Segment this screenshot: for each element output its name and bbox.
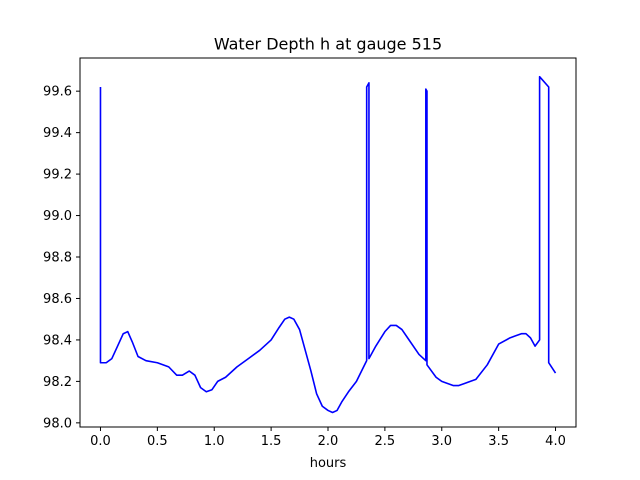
y-tick-label: 98.6 bbox=[43, 292, 72, 307]
y-axis: 98.0 98.2 98.4 98.6 98.8 99.0 99.2 99.4 99.6 bbox=[43, 85, 80, 431]
y-tick-label: 98.4 bbox=[43, 333, 72, 348]
x-tick-label: 4.0 bbox=[545, 434, 566, 449]
y-tick-label: 99.0 bbox=[43, 209, 72, 224]
x-axis-label: hours bbox=[310, 456, 347, 471]
x-tick-label: 3.0 bbox=[431, 434, 452, 449]
y-tick-label: 99.4 bbox=[43, 126, 72, 141]
x-axis: 0.0 0.5 1.0 1.5 2.0 2.5 3.0 3.5 4.0 bbox=[90, 427, 566, 449]
x-tick-label: 0.5 bbox=[147, 434, 168, 449]
y-tick-label: 98.0 bbox=[43, 416, 72, 431]
x-tick-label: 1.5 bbox=[261, 434, 282, 449]
x-tick-label: 2.5 bbox=[375, 434, 396, 449]
x-tick-label: 3.5 bbox=[488, 434, 509, 449]
x-tick-label: 2.0 bbox=[318, 434, 339, 449]
y-tick-label: 99.6 bbox=[43, 85, 72, 100]
x-tick-label: 1.0 bbox=[204, 434, 225, 449]
y-tick-label: 98.2 bbox=[43, 375, 72, 390]
y-tick-label: 99.2 bbox=[43, 168, 72, 183]
y-tick-label: 98.8 bbox=[43, 251, 72, 266]
chart-title: Water Depth h at gauge 515 bbox=[214, 35, 442, 54]
x-tick-label: 0.0 bbox=[90, 434, 111, 449]
series-line-1 bbox=[99, 75, 557, 414]
